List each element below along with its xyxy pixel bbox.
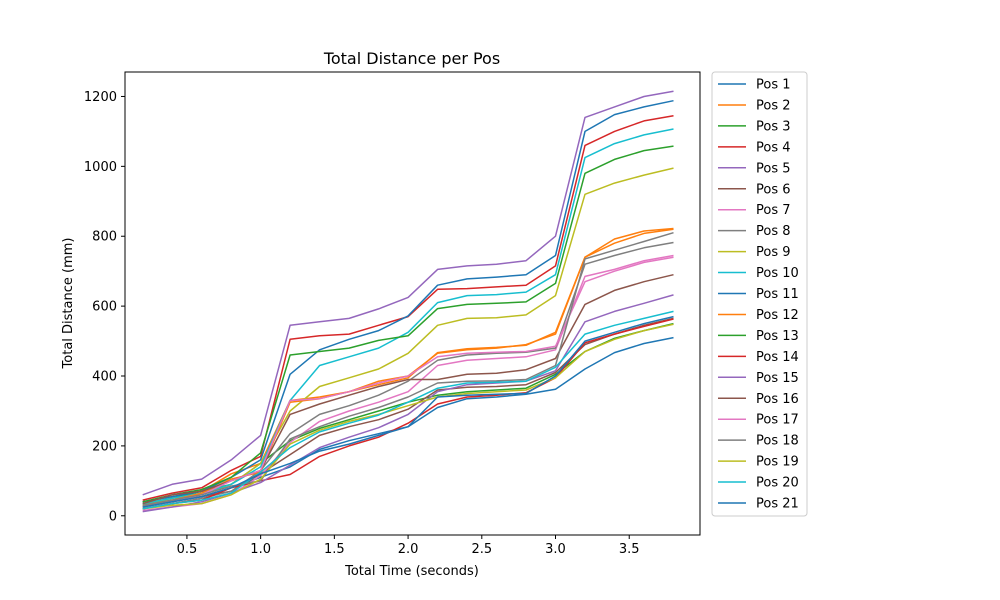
legend-label: Pos 20 bbox=[756, 476, 799, 491]
y-tick-label: 800 bbox=[92, 230, 117, 245]
chart-title: Total Distance per Pos bbox=[323, 49, 500, 68]
x-tick-label: 2.5 bbox=[471, 542, 492, 557]
legend-frame bbox=[711, 71, 808, 517]
x-tick-label: 3.5 bbox=[619, 542, 640, 557]
x-tick-label: 1.5 bbox=[324, 542, 345, 557]
legend-label: Pos 21 bbox=[756, 497, 799, 512]
legend-label: Pos 2 bbox=[756, 98, 791, 113]
legend-label: Pos 6 bbox=[756, 182, 791, 197]
legend: Pos 1 Pos 2 Pos 3 Pos 4 Pos 5 Pos 6 Pos 7 Pos 8… bbox=[711, 71, 808, 517]
series-line-pos-18 bbox=[142, 231, 674, 507]
series-line-pos-13 bbox=[142, 145, 674, 503]
plot-frame bbox=[124, 71, 701, 536]
series-line-pos-4 bbox=[142, 114, 674, 501]
y-axis-ticks: 0 200 400 600 800 1000 1200 bbox=[84, 90, 125, 524]
legend-label: Pos 4 bbox=[756, 140, 791, 155]
x-tick-label: 1.0 bbox=[250, 542, 271, 557]
legend-label: Pos 10 bbox=[756, 266, 799, 281]
x-tick-label: 3.0 bbox=[545, 542, 566, 557]
legend-label: Pos 13 bbox=[756, 329, 799, 344]
legend-label: Pos 17 bbox=[756, 413, 799, 428]
series-line-pos-11 bbox=[142, 99, 674, 503]
x-axis-label: Total Time (seconds) bbox=[344, 564, 479, 579]
y-axis-label: Total Distance (mm) bbox=[61, 238, 76, 370]
legend-label: Pos 12 bbox=[756, 308, 799, 323]
x-tick-label: 0.5 bbox=[177, 542, 198, 557]
legend-label: Pos 8 bbox=[756, 224, 791, 239]
legend-label: Pos 3 bbox=[756, 119, 791, 134]
legend-label: Pos 14 bbox=[756, 350, 799, 365]
series-line-pos-20 bbox=[142, 310, 674, 510]
legend-label: Pos 16 bbox=[756, 392, 799, 407]
series-line-pos-19 bbox=[142, 323, 674, 510]
y-tick-label: 200 bbox=[92, 439, 117, 454]
series-line-pos-5 bbox=[142, 90, 674, 496]
x-tick-label: 2.0 bbox=[398, 542, 419, 557]
legend-label: Pos 5 bbox=[756, 161, 791, 176]
legend-label: Pos 19 bbox=[756, 455, 799, 470]
series-line-pos-7 bbox=[142, 254, 674, 512]
series-line-pos-8 bbox=[142, 241, 674, 510]
y-tick-label: 1000 bbox=[84, 160, 117, 175]
legend-label: Pos 1 bbox=[756, 78, 791, 93]
series-line-pos-21 bbox=[142, 315, 674, 508]
legend-label: Pos 11 bbox=[756, 287, 799, 302]
series-line-pos-2 bbox=[142, 227, 674, 503]
y-tick-label: 600 bbox=[92, 300, 117, 315]
series-line-pos-6 bbox=[142, 317, 674, 507]
series-line-pos-17 bbox=[142, 256, 674, 508]
series-line-pos-10 bbox=[142, 128, 674, 505]
y-tick-label: 1200 bbox=[84, 90, 117, 105]
series-line-pos-9 bbox=[142, 167, 674, 507]
x-axis-ticks: 0.5 1.0 1.5 2.0 2.5 3.0 3.5 bbox=[177, 535, 640, 557]
y-tick-label: 400 bbox=[92, 370, 117, 385]
y-tick-label: 0 bbox=[109, 509, 117, 524]
legend-label: Pos 7 bbox=[756, 203, 791, 218]
legend-label: Pos 18 bbox=[756, 434, 799, 449]
legend-label: Pos 9 bbox=[756, 245, 791, 260]
series-line-pos-16 bbox=[142, 273, 674, 505]
plot-lines bbox=[142, 90, 674, 513]
legend-label: Pos 15 bbox=[756, 371, 799, 386]
